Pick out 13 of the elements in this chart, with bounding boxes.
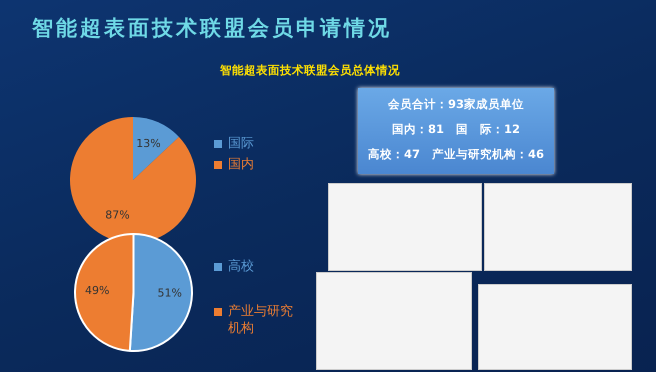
legend-label: 国际 <box>228 135 254 152</box>
legend-label: 高校 <box>228 258 254 275</box>
data-label: 51% <box>158 286 182 300</box>
text: 智能超表面技术联盟会员总体情况 <box>219 63 401 78</box>
legend-label: 产业与研究机构 <box>228 303 294 337</box>
text: 高校：47 产业与研究机构：46 <box>366 146 545 163</box>
chart-title: 智能超表面技术联盟会员申请情况 <box>32 15 393 42</box>
data-label: 13% <box>136 137 161 150</box>
text: 会员合计：93家成员单位 <box>386 96 525 113</box>
data-label: 49% <box>85 284 110 298</box>
legend-label: 国内 <box>228 156 254 173</box>
text: 国内：81 国 际：12 <box>390 121 521 138</box>
data-label: 87% <box>105 208 130 222</box>
